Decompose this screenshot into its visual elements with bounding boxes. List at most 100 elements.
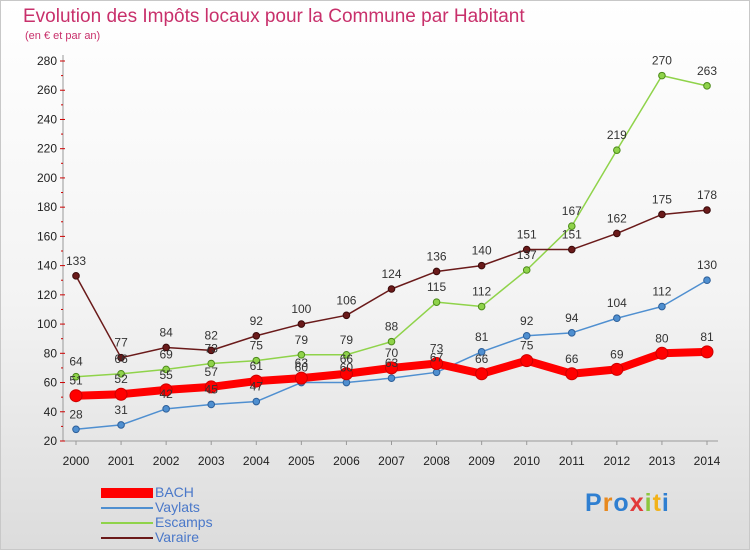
data-label-bach: 66 — [475, 352, 489, 366]
data-label-varaire: 92 — [250, 314, 264, 328]
data-point-varaire — [117, 353, 125, 362]
x-tick-label: 2004 — [243, 454, 270, 468]
y-tick-label: 80 — [44, 346, 58, 360]
data-point-escamps — [342, 350, 351, 359]
x-tick-label: 2014 — [694, 454, 721, 468]
data-point-vaylats — [658, 302, 666, 311]
data-point-bach — [520, 354, 534, 368]
data-label-vaylats: 45 — [205, 382, 219, 396]
data-point-escamps — [252, 356, 261, 365]
data-point-varaire — [162, 343, 170, 352]
data-point-bach — [69, 389, 83, 403]
data-label-escamps: 219 — [607, 128, 627, 142]
series-points — [69, 71, 714, 434]
logo-letter: i — [644, 489, 653, 517]
data-label-bach: 80 — [655, 331, 669, 345]
data-point-bach — [249, 374, 263, 388]
y-tick-label: 140 — [37, 259, 57, 273]
data-point-escamps — [477, 302, 486, 311]
data-label-escamps: 270 — [652, 54, 672, 68]
data-label-vaylats: 42 — [159, 387, 173, 401]
data-point-escamps — [567, 222, 576, 230]
data-label-varaire: 178 — [697, 188, 717, 202]
y-tick-label: 40 — [44, 405, 58, 419]
data-point-vaylats — [522, 331, 531, 340]
data-point-bach — [159, 383, 173, 397]
x-tick-label: 2002 — [153, 454, 180, 468]
data-point-vaylats — [387, 374, 396, 382]
data-label-varaire: 124 — [381, 267, 401, 281]
data-label-bach: 55 — [159, 368, 173, 382]
data-point-bach — [294, 371, 308, 385]
logo-letter: r — [602, 489, 614, 517]
data-point-escamps — [522, 266, 531, 274]
data-label-vaylats: 94 — [565, 311, 579, 325]
data-point-vaylats — [72, 425, 80, 434]
data-point-varaire — [522, 245, 531, 254]
data-label-escamps: 167 — [562, 204, 582, 218]
data-point-vaylats — [207, 400, 216, 409]
data-point-varaire — [613, 229, 621, 238]
data-label-escamps: 66 — [114, 352, 128, 366]
data-point-escamps — [297, 350, 306, 359]
data-label-escamps: 75 — [250, 339, 264, 353]
data-label-varaire: 100 — [291, 302, 311, 316]
y-tick-label: 280 — [37, 54, 57, 68]
data-label-vaylats: 67 — [430, 350, 444, 364]
data-point-varaire — [252, 331, 261, 340]
data-point-varaire — [207, 346, 216, 355]
x-tick-label: 2006 — [333, 454, 360, 468]
data-label-varaire: 77 — [114, 336, 128, 350]
data-label-vaylats: 81 — [475, 330, 489, 344]
data-label-bach: 70 — [385, 346, 399, 360]
data-label-vaylats: 63 — [385, 356, 399, 370]
data-label-vaylats: 130 — [697, 258, 717, 272]
data-point-vaylats — [477, 348, 486, 356]
legend-swatch — [101, 536, 153, 539]
logo-letter: P — [585, 489, 603, 517]
x-tick-label: 2001 — [108, 454, 135, 468]
data-label-escamps: 263 — [697, 64, 717, 78]
y-tick-label: 180 — [37, 200, 57, 214]
data-label-varaire: 136 — [427, 249, 447, 263]
data-label-varaire: 175 — [652, 192, 672, 206]
data-point-varaire — [342, 311, 351, 320]
data-label-bach: 52 — [114, 372, 128, 386]
data-point-bach — [475, 367, 489, 381]
data-point-escamps — [703, 82, 711, 90]
data-labels: 51 52 55 57 61 63 66 70 73 66 75 66 69 80 81 28 31 42 45 47… — [66, 54, 717, 422]
x-tick-label: 2003 — [198, 454, 225, 468]
x-tick-label: 2010 — [513, 454, 540, 468]
data-point-varaire — [432, 267, 441, 276]
data-point-vaylats — [252, 397, 261, 406]
y-tick-label: 120 — [37, 288, 57, 302]
logo-letter: x — [629, 489, 645, 517]
data-label-escamps: 69 — [159, 347, 173, 361]
data-point-bach — [385, 361, 398, 375]
data-label-escamps: 79 — [340, 333, 354, 347]
data-label-varaire: 151 — [562, 228, 582, 242]
data-point-varaire — [477, 261, 486, 270]
data-label-vaylats: 28 — [69, 407, 83, 421]
data-label-bach: 69 — [610, 347, 624, 361]
data-point-bach — [655, 346, 669, 360]
x-tick-label: 2009 — [468, 454, 495, 468]
data-label-escamps: 112 — [472, 285, 491, 299]
data-label-bach: 61 — [250, 359, 264, 373]
data-label-escamps: 64 — [69, 355, 83, 369]
data-label-vaylats: 60 — [340, 361, 354, 375]
data-label-bach: 81 — [700, 330, 714, 344]
data-point-escamps — [658, 71, 666, 80]
data-label-escamps: 79 — [295, 333, 309, 347]
data-point-escamps — [117, 369, 125, 378]
x-tick-label: 2008 — [423, 454, 450, 468]
data-point-bach — [114, 387, 128, 401]
data-label-vaylats: 31 — [114, 403, 128, 417]
y-tick-label: 160 — [37, 229, 57, 243]
data-label-bach: 57 — [205, 365, 219, 379]
legend-label: Escamps — [155, 514, 213, 530]
x-tick-label: 2007 — [378, 454, 405, 468]
data-point-bach — [565, 367, 579, 381]
x-tick-label: 2011 — [559, 454, 585, 468]
